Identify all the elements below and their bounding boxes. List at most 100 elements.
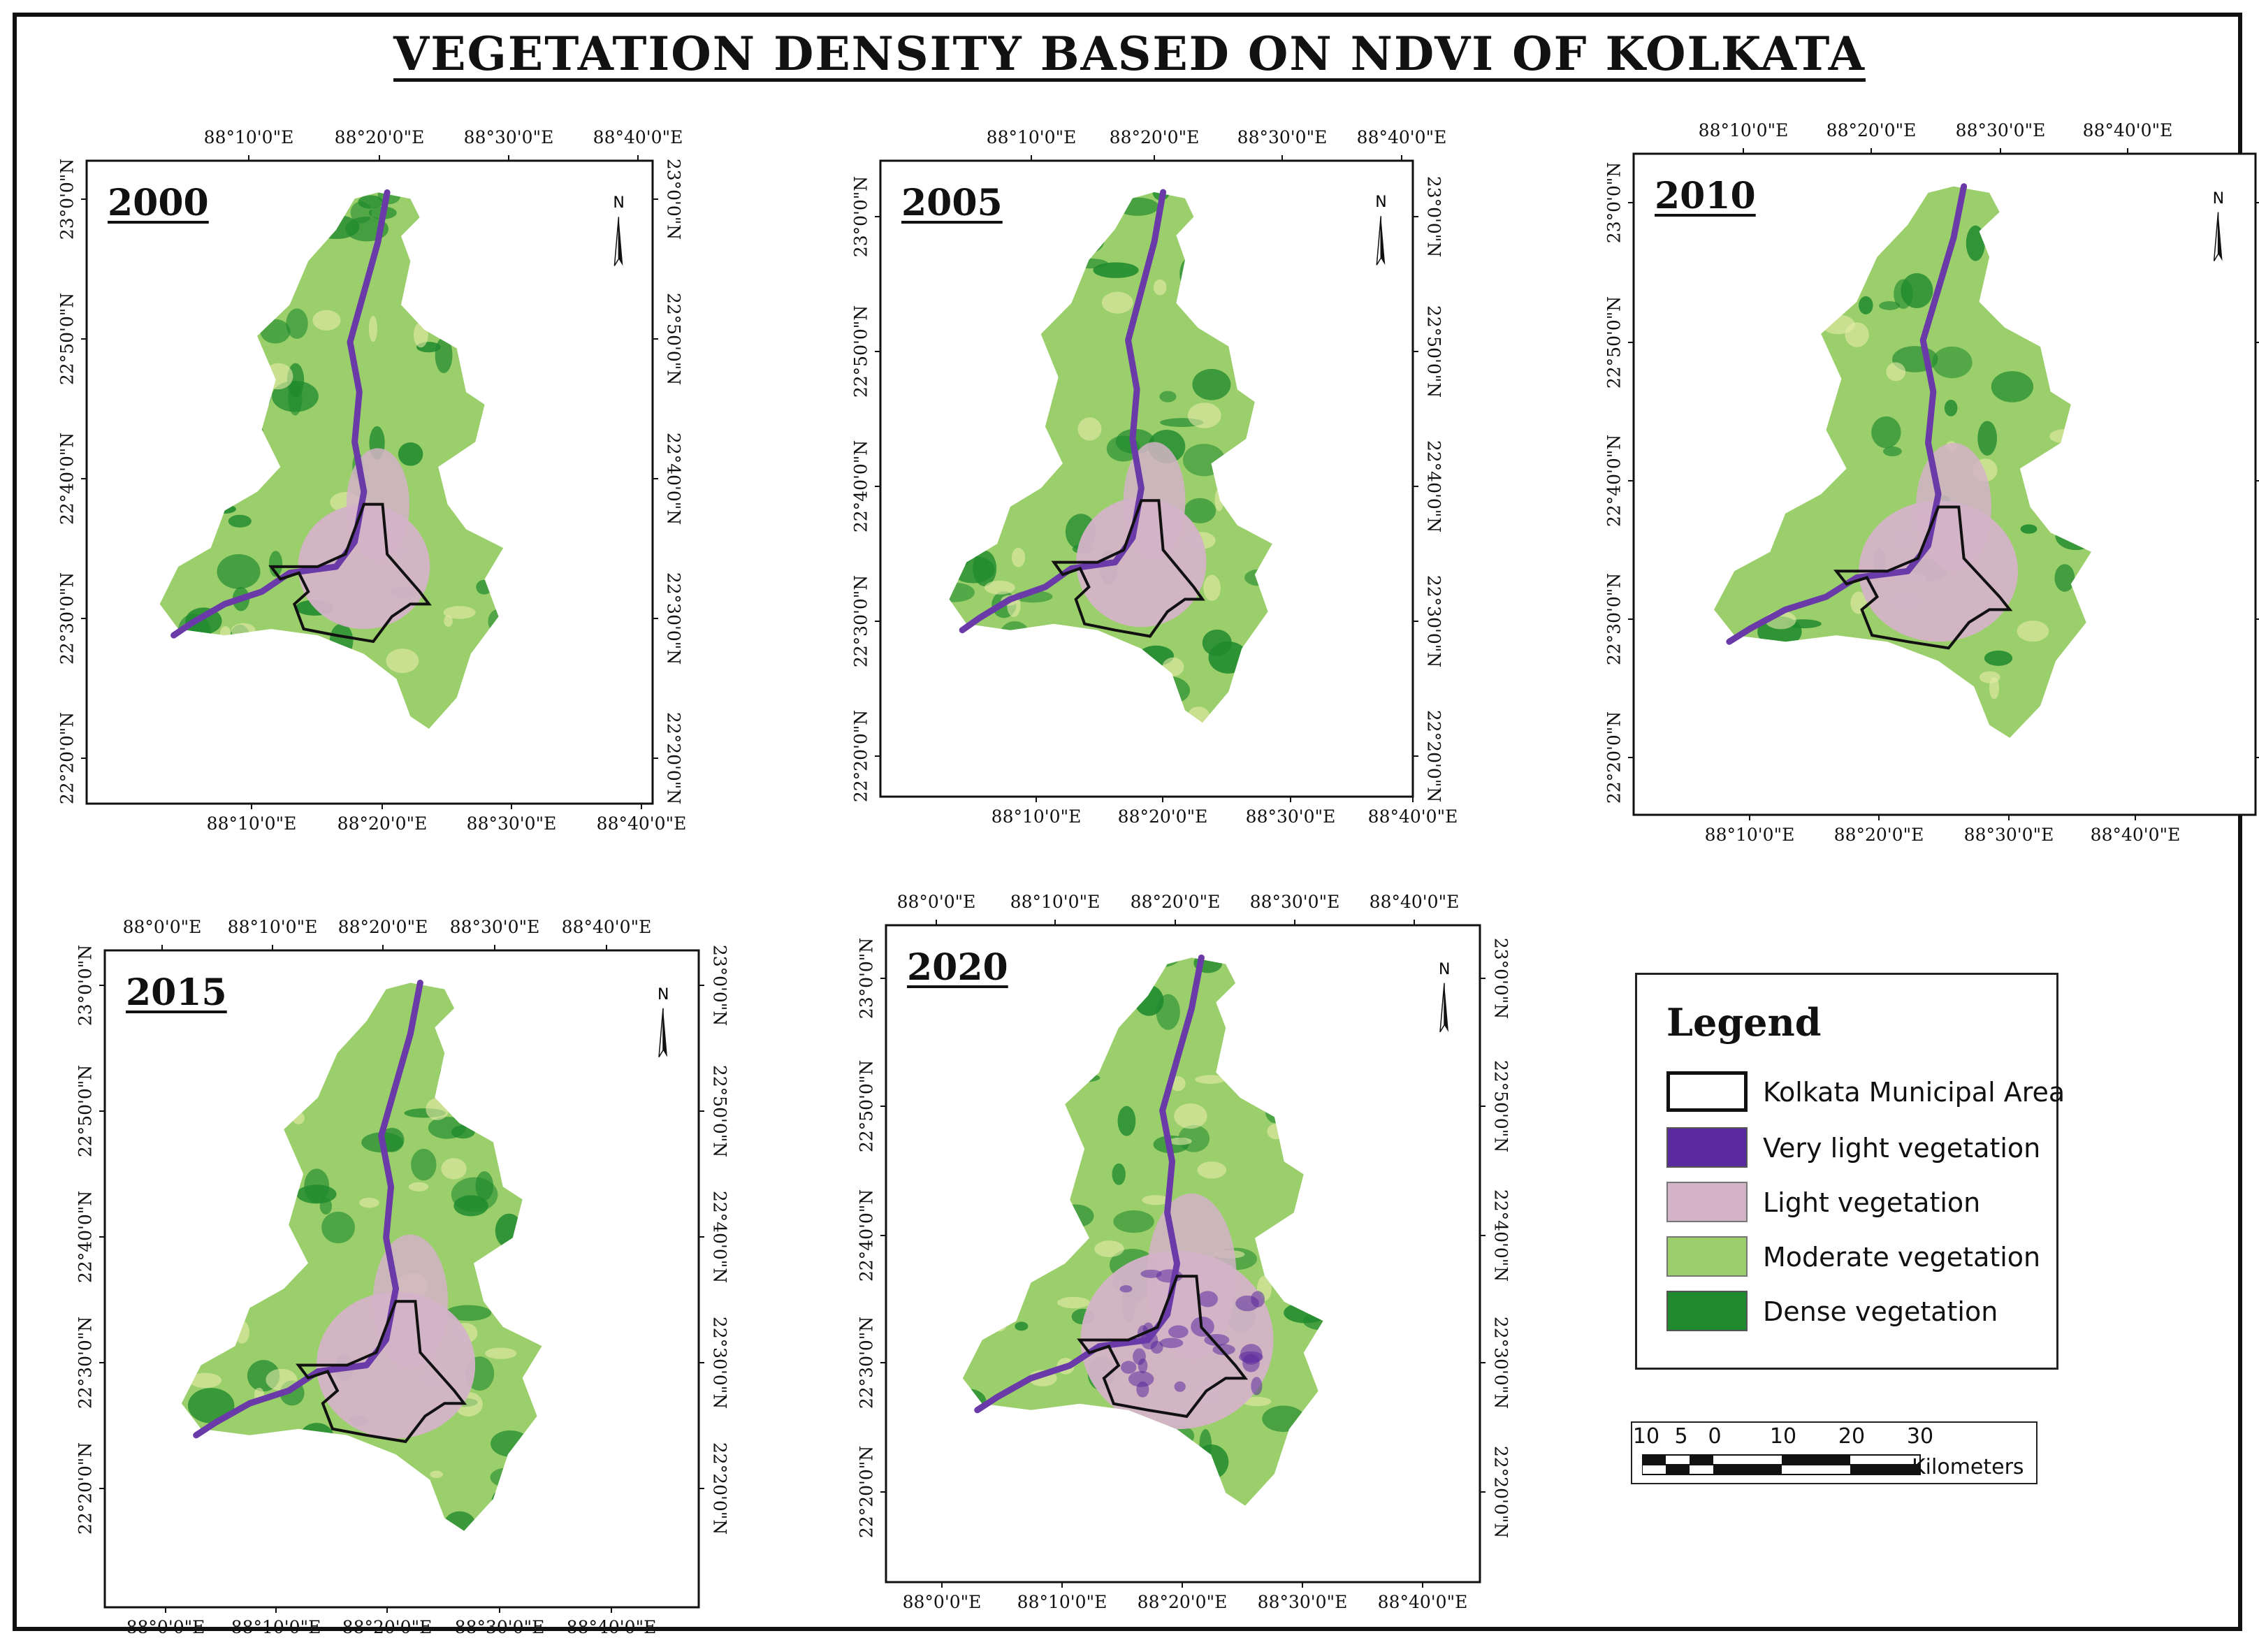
latitude-label-left: 22°20'0"N [1604,711,1625,804]
longitude-label-top: 88°40'0"E [2082,120,2173,140]
map-year-label: 2000 [108,182,209,224]
longitude-label-bottom: 88°40'0"E [566,1617,657,1637]
longitude-label-bottom: 88°30'0"E [1245,806,1336,827]
longitude-label-top: 88°20'0"E [337,917,428,937]
longitude-label-bottom: 88°10'0"E [991,806,1082,827]
longitude-label-top: 88°0'0"E [122,917,202,937]
longitude-label-bottom: 88°40'0"E [1377,1592,1468,1612]
latitude-label-left: 22°40'0"N [856,1189,877,1282]
longitude-label-bottom: 88°0'0"E [126,1617,205,1637]
legend-label: Moderate vegetation [1763,1242,2041,1273]
latitude-label-left: 22°20'0"N [75,1442,96,1535]
longitude-label-top: 88°20'0"E [334,127,425,147]
longitude-label-top: 88°30'0"E [463,127,554,147]
latitude-label-right: 22°30'0"N [1490,1316,1511,1410]
scale-unit: Kilometers [1912,1455,2024,1479]
legend-title: Legend [1666,1000,1822,1045]
longitude-label-top: 88°20'0"E [1130,892,1221,912]
longitude-label-top: 88°40'0"E [1369,892,1460,912]
legend-label: Very light vegetation [1763,1133,2041,1164]
map-panel-2015: 88°0'0"E 88°10'0"E 88°20'0"E 88°30'0"E 88°40… [42,908,730,1637]
map-year-label: 2005 [901,182,1003,224]
latitude-label-right: 22°20'0"N [1490,1445,1511,1539]
map-panel-2010: 88°10'0"E 88°20'0"E 88°30'0"E 88°40'0"E 88°1… [1586,119,2259,845]
longitude-label-top: 88°0'0"E [896,892,976,912]
longitude-label-bottom: 88°10'0"E [231,1617,321,1637]
page-title: VEGETATION DENSITY BASED ON NDVI OF KOLK… [393,27,1866,81]
latitude-label-right: 22°20'0"N [1423,709,1444,803]
latitude-label-right: 22°50'0"N [663,292,684,386]
north-arrow-label: N [1375,194,1387,212]
legend-swatch-outline [1666,1071,1748,1112]
latitude-label-left: 22°30'0"N [850,574,871,668]
longitude-label-top: 88°30'0"E [449,917,540,937]
latitude-label-left: 22°40'0"N [850,440,871,533]
longitude-label-bottom: 88°30'0"E [1963,825,2054,845]
longitude-label-top: 88°30'0"E [1237,127,1328,147]
latitude-label-right: 22°20'0"N [709,1442,730,1535]
latitude-label-left: 22°40'0"N [57,432,78,526]
longitude-label-top: 88°40'0"E [1356,127,1447,147]
north-arrow-label: N [2212,189,2225,208]
latitude-label-left: 22°30'0"N [57,572,78,665]
longitude-label-bottom: 88°20'0"E [337,813,428,834]
longitude-label-bottom: 88°40'0"E [2090,825,2181,845]
longitude-label-bottom: 88°10'0"E [1017,1592,1107,1612]
longitude-label-bottom: 88°40'0"E [1367,806,1458,827]
page-border [13,13,2242,1631]
latitude-label-right: 22°20'0"N [663,711,684,805]
longitude-label-top: 88°10'0"E [227,917,318,937]
latitude-label-right: 22°40'0"N [709,1190,730,1284]
longitude-label-top: 88°10'0"E [203,127,294,147]
latitude-label-right: 22°30'0"N [1423,574,1444,668]
legend-label: Light vegetation [1763,1187,1981,1218]
latitude-label-right: 22°30'0"N [663,572,684,665]
map-canvas [875,155,1418,802]
scale-tick: 20 [1838,1424,1866,1449]
latitude-label-left: 22°40'0"N [75,1190,96,1284]
longitude-label-top: 88°30'0"E [1249,892,1340,912]
longitude-label-bottom: 88°0'0"E [902,1592,982,1612]
scale-tick: 30 [1906,1424,1934,1449]
legend-swatch-light [1666,1182,1748,1222]
latitude-label-left: 22°50'0"N [850,305,871,398]
latitude-label-left: 22°30'0"N [75,1316,96,1410]
longitude-label-bottom: 88°20'0"E [1117,806,1208,827]
map-canvas [1628,148,2259,820]
scale-tick: 10 [1769,1424,1797,1449]
scale-bar-graphic [1642,1454,1921,1475]
latitude-label-left: 23°0'0"N [57,158,78,240]
latitude-label-right: 22°40'0"N [1490,1189,1511,1282]
map-panel-2000: 88°10'0"E 88°20'0"E 88°30'0"E 88°40'0"E 88°1… [42,127,687,834]
latitude-label-left: 22°30'0"N [1604,572,1625,666]
latitude-label-right: 23°0'0"N [709,944,730,1027]
longitude-label-top: 88°40'0"E [561,917,652,937]
north-arrow-label: N [658,985,669,1003]
legend-label: Dense vegetation [1763,1296,1998,1327]
map-canvas [81,155,658,809]
longitude-label-top: 88°20'0"E [1826,120,1917,140]
map-year-label: 2010 [1655,175,1756,217]
longitude-label-top: 88°40'0"E [593,127,683,147]
latitude-label-left: 23°0'0"N [1604,161,1625,244]
longitude-label-top: 88°10'0"E [1698,120,1789,140]
map-canvas [880,920,1486,1588]
longitude-label-top: 88°30'0"E [1955,120,2046,140]
latitude-label-left: 22°50'0"N [57,292,78,386]
map-panel-2005: 88°10'0"E 88°20'0"E 88°30'0"E 88°40'0"E 88°1… [818,126,1458,827]
scale-tick: 5 [1674,1424,1688,1449]
latitude-label-left: 22°50'0"N [75,1064,96,1158]
legend-swatch-dense [1666,1291,1748,1331]
longitude-label-bottom: 88°40'0"E [596,813,687,834]
latitude-label-right: 22°50'0"N [1423,305,1444,398]
map-year-label: 2020 [907,946,1008,989]
longitude-label-bottom: 88°30'0"E [1257,1592,1348,1612]
latitude-label-left: 22°50'0"N [1604,296,1625,389]
longitude-label-top: 88°10'0"E [986,127,1077,147]
latitude-label-left: 23°0'0"N [856,937,877,1020]
longitude-label-bottom: 88°30'0"E [454,1617,545,1637]
legend-label: Kolkata Municipal Area [1763,1077,2065,1108]
longitude-label-bottom: 88°20'0"E [1833,825,1924,845]
latitude-label-left: 22°40'0"N [1604,434,1625,528]
latitude-label-right: 22°30'0"N [709,1316,730,1410]
